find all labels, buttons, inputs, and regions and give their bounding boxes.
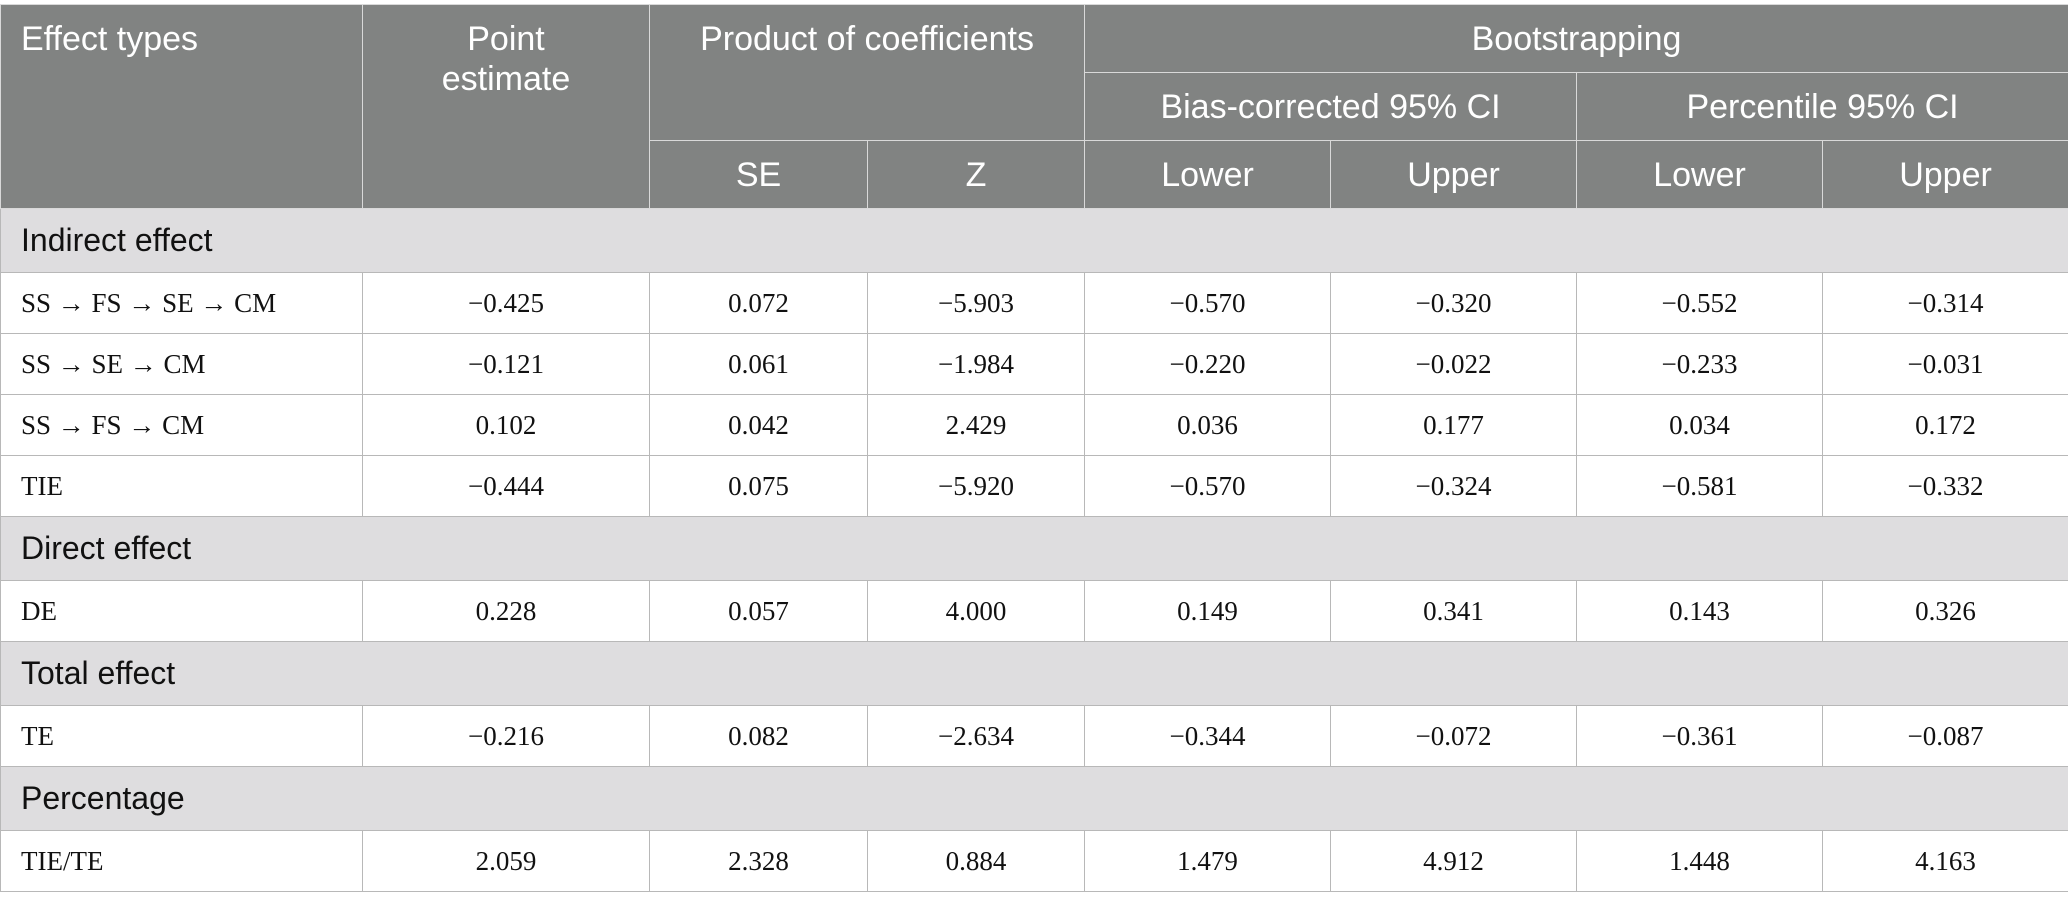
effects-table: Effect types Point estimate Product of c… bbox=[0, 4, 2068, 892]
cell-point-estimate: 2.059 bbox=[362, 830, 650, 892]
cell-bc-upper: 0.177 bbox=[1330, 394, 1578, 456]
cell-se: 0.082 bbox=[649, 705, 868, 767]
table-body: Indirect effect SS → FS → SE → CM −0.425… bbox=[0, 208, 2068, 892]
cell-p-upper: 0.326 bbox=[1822, 580, 2068, 642]
table-row: TIE −0.444 0.075 −5.920 −0.570 −0.324 −0… bbox=[0, 455, 2068, 517]
section-title: Percentage bbox=[0, 766, 2068, 831]
section-row: Direct effect bbox=[0, 516, 2068, 581]
header-point-estimate-label: Point estimate bbox=[441, 20, 571, 98]
cell-z: −1.984 bbox=[866, 333, 1086, 395]
cell-p-lower: −0.581 bbox=[1576, 455, 1824, 517]
row-label: TIE/TE bbox=[0, 830, 363, 892]
cell-point-estimate: 0.228 bbox=[362, 580, 650, 642]
cell-bc-upper: 4.912 bbox=[1330, 830, 1578, 892]
table-row: SS → SE → CM −0.121 0.061 −1.984 −0.220 … bbox=[0, 333, 2068, 395]
cell-bc-upper: −0.320 bbox=[1330, 272, 1578, 334]
cell-point-estimate: −0.216 bbox=[362, 705, 650, 767]
cell-p-lower: −0.361 bbox=[1576, 705, 1824, 767]
cell-se: 2.328 bbox=[649, 830, 868, 892]
row-label: DE bbox=[0, 580, 363, 642]
cell-z: 4.000 bbox=[866, 580, 1086, 642]
header-point-estimate: Point estimate bbox=[362, 4, 650, 209]
cell-se: 0.042 bbox=[649, 394, 868, 456]
table-row: DE 0.228 0.057 4.000 0.149 0.341 0.143 0… bbox=[0, 580, 2068, 642]
cell-p-lower: −0.233 bbox=[1576, 333, 1824, 395]
section-title: Direct effect bbox=[0, 516, 2068, 581]
cell-point-estimate: −0.425 bbox=[362, 272, 650, 334]
cell-se: 0.061 bbox=[649, 333, 868, 395]
cell-point-estimate: −0.444 bbox=[362, 455, 650, 517]
cell-p-upper: 4.163 bbox=[1822, 830, 2068, 892]
cell-bc-lower: −0.344 bbox=[1084, 705, 1332, 767]
header-percentile-ci: Percentile 95% CI bbox=[1576, 72, 2068, 141]
cell-bc-lower: 1.479 bbox=[1084, 830, 1332, 892]
section-title: Indirect effect bbox=[0, 208, 2068, 273]
header-p-lower: Lower bbox=[1576, 140, 1824, 209]
header-bc-lower: Lower bbox=[1084, 140, 1332, 209]
row-label: SS → FS → SE → CM bbox=[0, 272, 363, 334]
row-label: TE bbox=[0, 705, 363, 767]
cell-bc-lower: −0.570 bbox=[1084, 455, 1332, 517]
cell-z: −5.903 bbox=[866, 272, 1086, 334]
cell-se: 0.057 bbox=[649, 580, 868, 642]
section-row: Indirect effect bbox=[0, 208, 2068, 273]
header-bootstrapping: Bootstrapping bbox=[1084, 4, 2068, 73]
header-bc-upper: Upper bbox=[1330, 140, 1578, 209]
cell-p-lower: 0.143 bbox=[1576, 580, 1824, 642]
cell-point-estimate: −0.121 bbox=[362, 333, 650, 395]
cell-bc-upper: 0.341 bbox=[1330, 580, 1578, 642]
section-row: Percentage bbox=[0, 766, 2068, 831]
row-label: TIE bbox=[0, 455, 363, 517]
header-bias-corrected-ci: Bias-corrected 95% CI bbox=[1084, 72, 1578, 141]
cell-p-upper: −0.314 bbox=[1822, 272, 2068, 334]
cell-bc-upper: −0.072 bbox=[1330, 705, 1578, 767]
table-row: SS → FS → CM 0.102 0.042 2.429 0.036 0.1… bbox=[0, 394, 2068, 456]
cell-bc-lower: 0.149 bbox=[1084, 580, 1332, 642]
header-product-of-coefficients: Product of coefficients bbox=[648, 4, 1086, 141]
header-effect-types: Effect types bbox=[0, 4, 363, 209]
cell-bc-upper: −0.324 bbox=[1330, 455, 1578, 517]
cell-p-upper: −0.332 bbox=[1822, 455, 2068, 517]
cell-se: 0.072 bbox=[649, 272, 868, 334]
row-label: SS → SE → CM bbox=[0, 333, 363, 395]
row-label: SS → FS → CM bbox=[0, 394, 363, 456]
cell-p-lower: −0.552 bbox=[1576, 272, 1824, 334]
cell-p-upper: −0.087 bbox=[1822, 705, 2068, 767]
cell-bc-upper: −0.022 bbox=[1330, 333, 1578, 395]
table-row: SS → FS → SE → CM −0.425 0.072 −5.903 −0… bbox=[0, 272, 2068, 334]
cell-z: 0.884 bbox=[866, 830, 1086, 892]
cell-bc-lower: 0.036 bbox=[1084, 394, 1332, 456]
section-title: Total effect bbox=[0, 641, 2068, 706]
table-header: Effect types Point estimate Product of c… bbox=[0, 4, 2068, 209]
cell-p-upper: 0.172 bbox=[1822, 394, 2068, 456]
cell-bc-lower: −0.570 bbox=[1084, 272, 1332, 334]
cell-point-estimate: 0.102 bbox=[362, 394, 650, 456]
section-row: Total effect bbox=[0, 641, 2068, 706]
header-z: Z bbox=[866, 140, 1086, 209]
table-row: TIE/TE 2.059 2.328 0.884 1.479 4.912 1.4… bbox=[0, 830, 2068, 892]
cell-p-upper: −0.031 bbox=[1822, 333, 2068, 395]
cell-se: 0.075 bbox=[649, 455, 868, 517]
header-se: SE bbox=[649, 140, 868, 209]
cell-z: −2.634 bbox=[866, 705, 1086, 767]
cell-p-lower: 1.448 bbox=[1576, 830, 1824, 892]
cell-z: 2.429 bbox=[866, 394, 1086, 456]
header-p-upper: Upper bbox=[1822, 140, 2068, 209]
cell-bc-lower: −0.220 bbox=[1084, 333, 1332, 395]
cell-p-lower: 0.034 bbox=[1576, 394, 1824, 456]
cell-z: −5.920 bbox=[866, 455, 1086, 517]
table-row: TE −0.216 0.082 −2.634 −0.344 −0.072 −0.… bbox=[0, 705, 2068, 767]
